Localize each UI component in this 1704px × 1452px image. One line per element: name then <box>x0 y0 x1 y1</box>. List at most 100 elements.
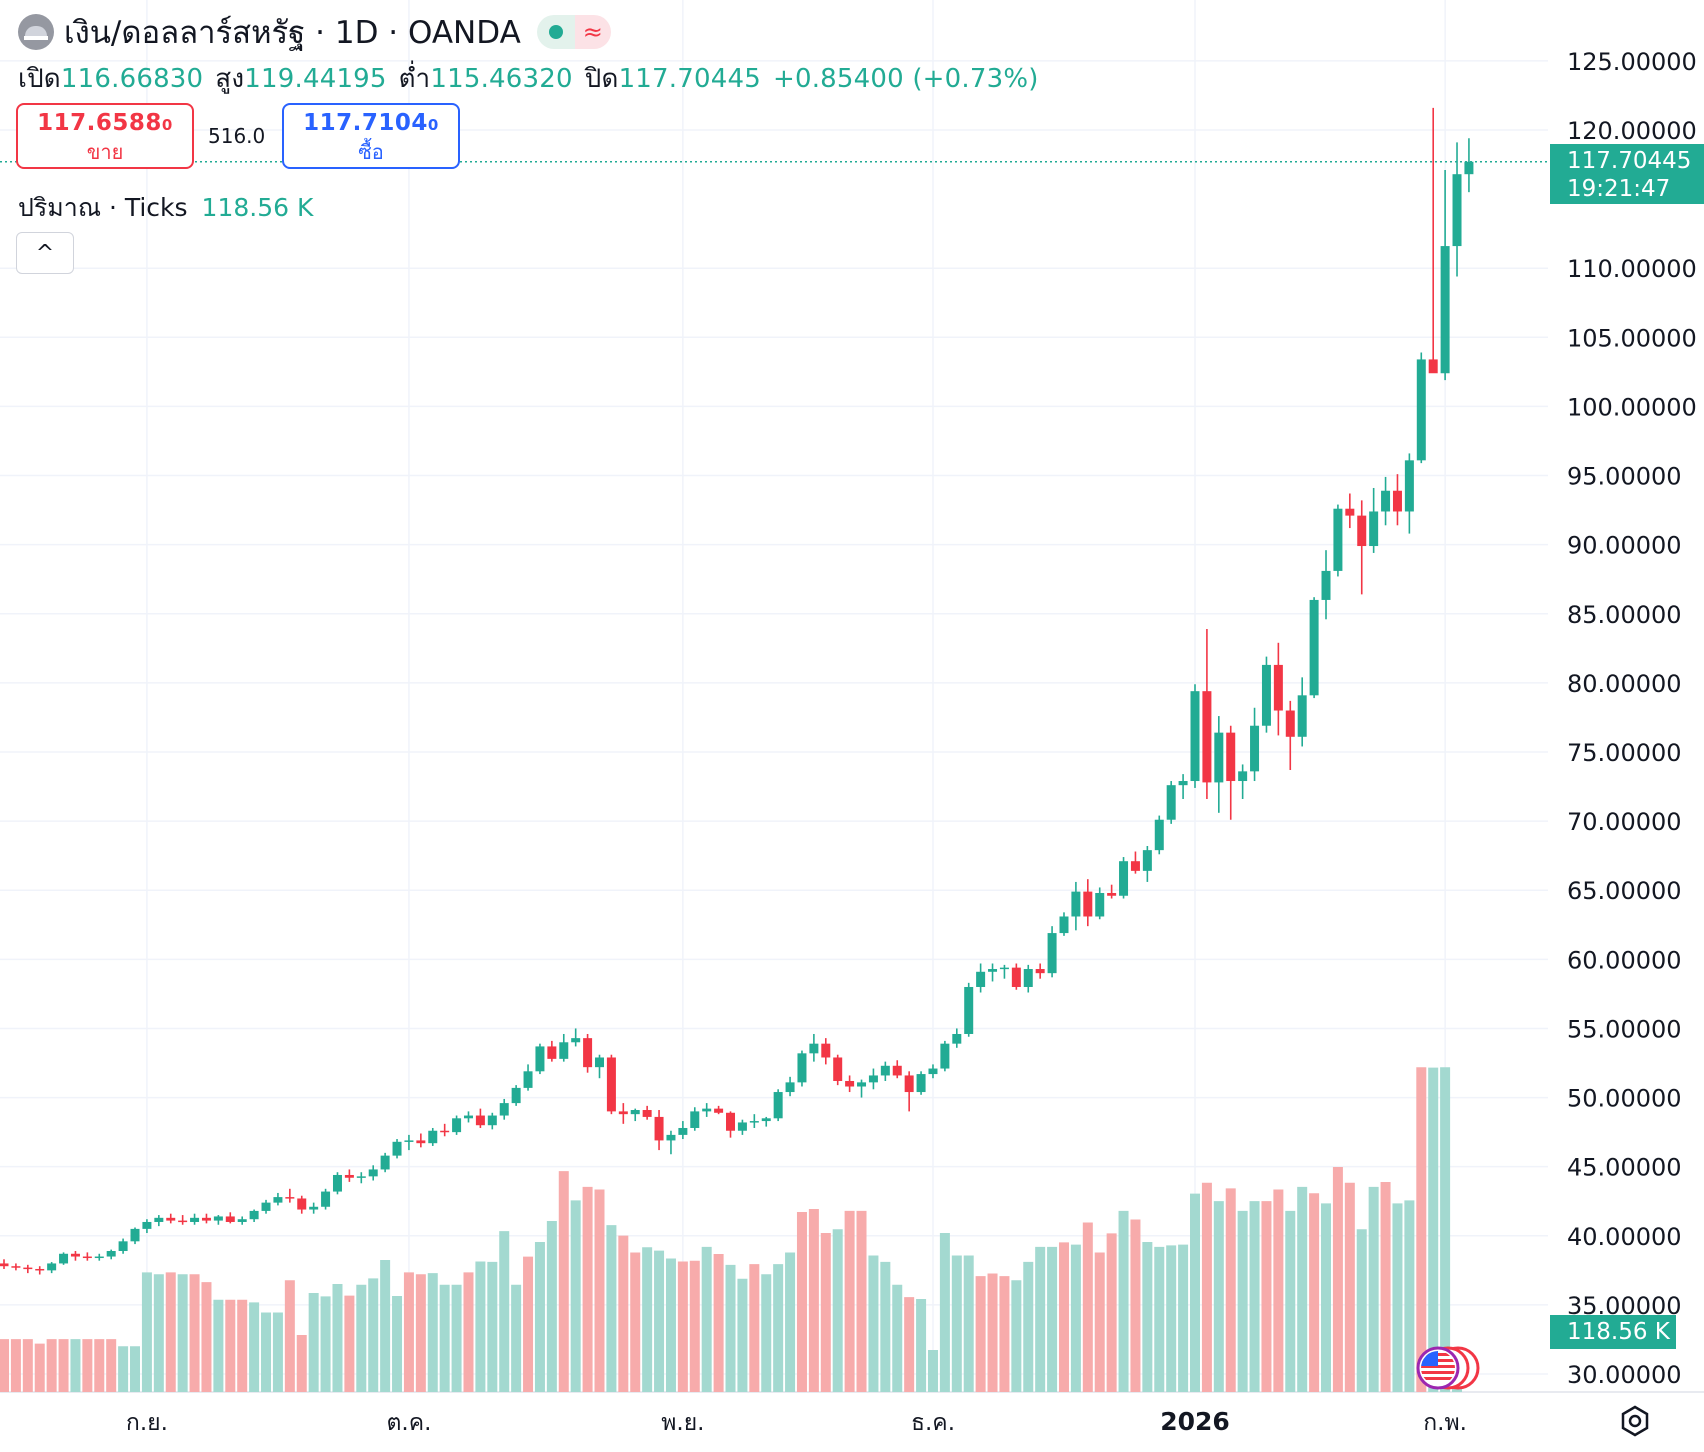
x-tick-label: ธ.ค. <box>911 1410 955 1436</box>
y-tick-label: 110.00000 <box>1567 255 1697 283</box>
volume-bar <box>749 1264 760 1392</box>
collapse-legend-button[interactable]: ^ <box>16 232 74 274</box>
volume-bar <box>868 1255 879 1392</box>
y-tick-label: 40.00000 <box>1567 1223 1682 1251</box>
candle-body <box>440 1130 450 1133</box>
sell-button[interactable]: 117.65880 ขาย <box>16 103 194 169</box>
volume-bar <box>118 1346 129 1392</box>
low-value: 115.46320 <box>430 64 573 94</box>
volume-bar <box>689 1260 700 1392</box>
candle-body <box>285 1197 295 1199</box>
sell-label: ขาย <box>86 140 124 164</box>
sell-price: 117.6588 <box>37 110 162 136</box>
candle-body <box>809 1043 819 1054</box>
market-open-dot-icon[interactable] <box>536 15 575 49</box>
high-label: สูง <box>215 64 245 94</box>
candle-body <box>761 1118 771 1122</box>
candle-body <box>1285 710 1295 737</box>
volume-bar <box>677 1261 688 1392</box>
high-value: 119.44195 <box>244 64 387 94</box>
volume-bar <box>1023 1261 1034 1392</box>
volume-bar <box>737 1278 748 1392</box>
candle-body <box>630 1110 640 1115</box>
volume-bar <box>808 1209 819 1392</box>
y-tick-label: 60.00000 <box>1567 946 1682 974</box>
candle-body <box>11 1266 21 1268</box>
candle-body <box>892 1065 902 1076</box>
candle-body <box>535 1046 545 1072</box>
candle-body <box>1404 460 1414 512</box>
volume-bar <box>332 1284 343 1392</box>
spread-value: 516.0 <box>208 124 266 148</box>
volume-bar <box>844 1210 855 1392</box>
volume-bar <box>1273 1189 1284 1392</box>
volume-bars <box>0 1067 1463 1392</box>
candle-body <box>463 1115 473 1119</box>
candle-body <box>428 1130 438 1144</box>
symbol-title[interactable]: เงิน/ดอลลาร์สหรัฐ · 1D · OANDA <box>64 15 521 51</box>
volume-bar <box>165 1272 176 1392</box>
open-label: เปิด <box>18 64 61 94</box>
volume-bar <box>1368 1186 1379 1392</box>
candle-body <box>857 1082 867 1087</box>
candle-body <box>988 969 998 972</box>
x-tick-label: 2026 <box>1160 1407 1230 1436</box>
volume-bar <box>713 1254 724 1392</box>
volume-bar <box>654 1250 665 1392</box>
volume-bar <box>546 1221 557 1392</box>
candle-body <box>1047 933 1057 974</box>
volume-bar <box>1070 1244 1081 1392</box>
candle-body <box>606 1057 616 1112</box>
volume-bar <box>380 1260 391 1392</box>
volume-bar <box>1058 1242 1069 1392</box>
buy-price: 117.7104 <box>303 110 428 136</box>
candle-body <box>1250 725 1260 772</box>
volume-legend[interactable]: ปริมาณ · Ticks 118.56 K <box>18 188 313 228</box>
candle-body <box>344 1174 354 1178</box>
candle-body <box>416 1140 426 1144</box>
candle-body <box>190 1217 200 1222</box>
volume-bar <box>558 1171 569 1392</box>
candle-body <box>332 1174 342 1192</box>
volume-bar <box>249 1302 260 1392</box>
candle-body <box>690 1111 700 1128</box>
volume-bar <box>1130 1219 1141 1392</box>
volume-bar <box>308 1293 319 1392</box>
y-tick-label: 80.00000 <box>1567 670 1682 698</box>
volume-bar <box>606 1225 617 1392</box>
candle-body <box>499 1103 509 1116</box>
volume-bar <box>1178 1244 1189 1392</box>
volume-bar <box>820 1233 831 1392</box>
volume-bar <box>951 1255 962 1392</box>
x-tick-label: ก.ย. <box>126 1410 168 1436</box>
buy-button[interactable]: 117.71040 ซื้อ <box>282 103 460 169</box>
settings-hexagon-icon[interactable] <box>1618 1404 1652 1438</box>
volume-bar <box>439 1284 450 1392</box>
y-tick-label: 95.00000 <box>1567 463 1682 491</box>
candle-body <box>1369 511 1379 547</box>
candle-body <box>702 1108 712 1112</box>
y-tick-label: 30.00000 <box>1567 1361 1682 1389</box>
candle-body <box>47 1263 57 1271</box>
candle-body <box>511 1087 521 1104</box>
status-badges[interactable]: ≈ <box>536 15 611 49</box>
low-label: ต่ำ <box>398 64 431 94</box>
candle-body <box>1059 916 1069 934</box>
candle-body <box>1095 892 1105 917</box>
candle-body <box>309 1206 319 1210</box>
volume-bar <box>451 1284 462 1392</box>
wave-icon[interactable]: ≈ <box>574 15 611 49</box>
candle-body <box>1381 490 1391 512</box>
volume-bar <box>177 1274 188 1392</box>
candle-body <box>642 1110 652 1117</box>
candle-body <box>106 1251 116 1257</box>
volume-bar <box>773 1264 784 1392</box>
price-axis: 125.00000 120.00000 110.00000 105.00000 100.… <box>1567 48 1697 1389</box>
candle-body <box>261 1202 271 1211</box>
candle-body <box>1321 570 1331 600</box>
candle-body <box>1238 771 1248 782</box>
us-flag-events-icon[interactable] <box>1402 1344 1482 1394</box>
volume-bar <box>725 1264 736 1392</box>
volume-bar <box>1213 1201 1224 1392</box>
